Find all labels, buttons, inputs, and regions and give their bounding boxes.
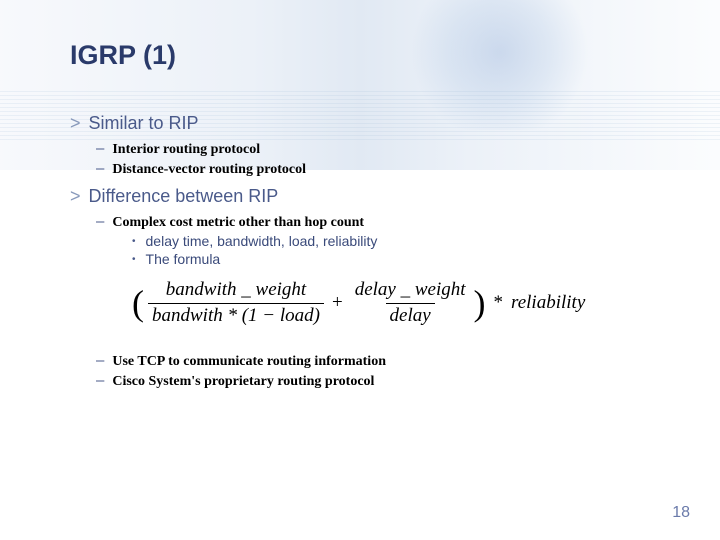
- bullet-level2: – Cisco System's proprietary routing pro…: [96, 372, 660, 390]
- bullet-level2: – Use TCP to communicate routing informa…: [96, 352, 660, 370]
- multiply-icon: *: [490, 292, 508, 314]
- bullet-level2: – Interior routing protocol: [96, 140, 660, 158]
- bullet1-text: Difference between RIP: [89, 186, 279, 207]
- right-paren-icon: ): [474, 285, 486, 321]
- bullet-level1: > Difference between RIP: [70, 186, 660, 207]
- dot-icon: •: [132, 254, 136, 265]
- bullet3-text: The formula: [146, 251, 221, 267]
- section-difference: > Difference between RIP – Complex cost …: [70, 186, 660, 390]
- slide-title: IGRP (1): [70, 40, 660, 71]
- dash-icon: –: [96, 160, 104, 177]
- slide-content: IGRP (1) > Similar to RIP – Interior rou…: [0, 0, 720, 390]
- fraction-numerator: delay _ weight: [351, 279, 470, 303]
- fraction-2: delay _ weight delay: [351, 279, 470, 328]
- bullet2-text: Distance-vector routing protocol: [112, 162, 306, 178]
- formula-block: ( bandwith _ weight bandwith * (1 − load…: [132, 279, 660, 328]
- bullet-level3: • The formula: [132, 251, 660, 267]
- bullet2-text: Use TCP to communicate routing informati…: [112, 354, 386, 370]
- bullet-level1: > Similar to RIP: [70, 113, 660, 134]
- dash-icon: –: [96, 213, 104, 230]
- fraction-denominator: bandwith * (1 − load): [148, 303, 324, 328]
- bullet2-text: Interior routing protocol: [112, 142, 260, 158]
- fraction-1: bandwith _ weight bandwith * (1 − load): [148, 279, 324, 328]
- left-paren-icon: (: [132, 285, 144, 321]
- bullet-level2: – Distance-vector routing protocol: [96, 160, 660, 178]
- chevron-icon: >: [70, 186, 81, 207]
- plus-icon: +: [328, 292, 347, 314]
- page-number: 18: [672, 504, 690, 522]
- section-similar: > Similar to RIP – Interior routing prot…: [70, 113, 660, 178]
- dash-icon: –: [96, 352, 104, 369]
- bullet2-text: Cisco System's proprietary routing proto…: [112, 374, 374, 390]
- formula: ( bandwith _ weight bandwith * (1 − load…: [132, 279, 660, 328]
- dot-icon: •: [132, 236, 136, 247]
- bullet2-text: Complex cost metric other than hop count: [112, 215, 364, 231]
- bullet-level3: • delay time, bandwidth, load, reliabili…: [132, 233, 660, 249]
- dash-icon: –: [96, 140, 104, 157]
- fraction-numerator: bandwith _ weight: [162, 279, 310, 303]
- bullet-level2: – Complex cost metric other than hop cou…: [96, 213, 660, 231]
- fraction-denominator: delay: [386, 303, 435, 328]
- chevron-icon: >: [70, 113, 81, 134]
- bullet3-text: delay time, bandwidth, load, reliability: [146, 233, 378, 249]
- bullet1-text: Similar to RIP: [89, 113, 199, 134]
- formula-tail: reliability: [511, 292, 585, 314]
- dash-icon: –: [96, 372, 104, 389]
